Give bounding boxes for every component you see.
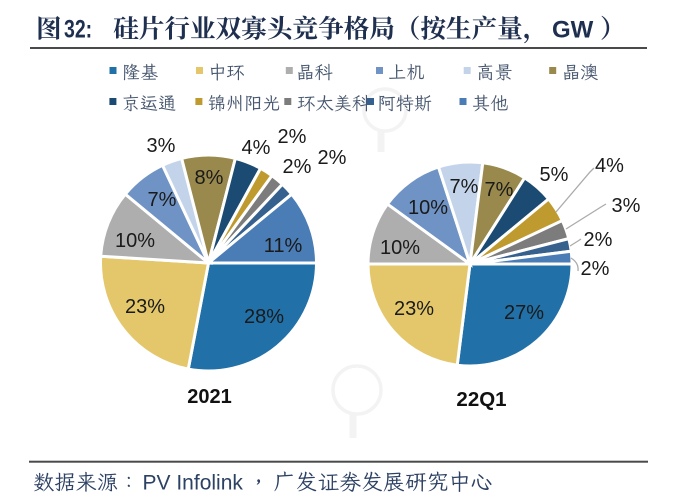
svg-text:2%: 2% — [283, 156, 312, 178]
svg-text:10%: 10% — [115, 230, 155, 252]
svg-text:7%: 7% — [485, 179, 514, 201]
svg-text:2%: 2% — [581, 258, 610, 280]
svg-text:2%: 2% — [318, 147, 347, 169]
svg-text:7%: 7% — [450, 176, 479, 198]
svg-text:10%: 10% — [380, 237, 420, 259]
svg-text:10%: 10% — [408, 197, 448, 219]
svg-text:32:: 32: — [64, 15, 92, 43]
svg-text:4%: 4% — [595, 155, 624, 177]
svg-text:2%: 2% — [278, 126, 307, 148]
svg-text:11%: 11% — [264, 235, 303, 257]
svg-text:8%: 8% — [195, 167, 224, 189]
svg-text:GW: GW — [552, 17, 594, 44]
svg-text:5%: 5% — [540, 164, 569, 186]
svg-text:27%: 27% — [504, 302, 544, 324]
svg-text:28%: 28% — [244, 306, 284, 328]
svg-text:2021: 2021 — [187, 386, 232, 408]
svg-text:4%: 4% — [242, 137, 271, 159]
svg-text:23%: 23% — [394, 298, 434, 320]
svg-text:PV Infolink: PV Infolink — [143, 472, 244, 495]
svg-text:3%: 3% — [612, 195, 641, 217]
svg-text:7%: 7% — [148, 189, 177, 211]
svg-text:2%: 2% — [584, 229, 613, 251]
svg-text:22Q1: 22Q1 — [456, 388, 506, 411]
svg-text:3%: 3% — [147, 135, 176, 157]
svg-text:23%: 23% — [125, 296, 165, 318]
